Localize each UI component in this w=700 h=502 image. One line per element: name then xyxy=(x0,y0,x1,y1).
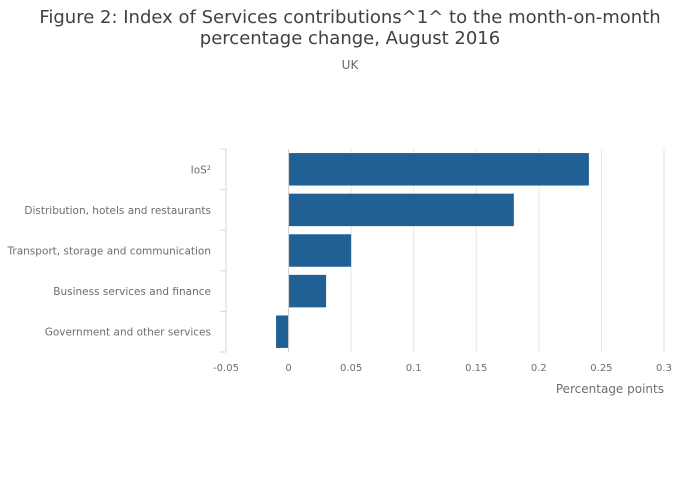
chart-title-line-2: percentage change, August 2016 xyxy=(199,28,501,49)
x-tick-label: 0.2 xyxy=(531,363,547,374)
bars xyxy=(276,153,589,348)
bar xyxy=(288,153,589,186)
x-tick-label: 0.05 xyxy=(340,363,362,374)
bar xyxy=(288,234,352,267)
chart-title-line-1: Figure 2: Index of Services contribution… xyxy=(39,7,661,28)
x-tick-label: 0.1 xyxy=(406,363,422,374)
category-labels: IoS² Distribution, hotels and restaurants… xyxy=(7,164,211,338)
bar xyxy=(288,274,327,308)
x-tick-labels: -0.05 0 0.05 0.1 0.15 0.2 0.25 0.3 xyxy=(213,363,672,374)
x-axis-title: Percentage points xyxy=(556,382,664,396)
x-tick-label: 0.15 xyxy=(465,363,487,374)
category-label: IoS² xyxy=(191,164,211,176)
chart-title: Figure 2: Index of Services contribution… xyxy=(0,7,700,49)
category-label: Transport, storage and communication xyxy=(7,246,211,258)
category-label: Business services and finance xyxy=(53,286,211,298)
bar xyxy=(288,193,514,227)
category-label: Distribution, hotels and restaurants xyxy=(24,205,211,217)
bar xyxy=(276,315,289,348)
x-tick-label: 0.25 xyxy=(590,363,612,374)
axes xyxy=(220,148,290,353)
x-tick-label: 0 xyxy=(285,363,291,374)
chart-subtitle: UK xyxy=(341,58,359,72)
x-tick-label: -0.05 xyxy=(213,363,239,374)
x-tick-label: 0.3 xyxy=(656,363,672,374)
category-label: Government and other services xyxy=(45,327,211,339)
